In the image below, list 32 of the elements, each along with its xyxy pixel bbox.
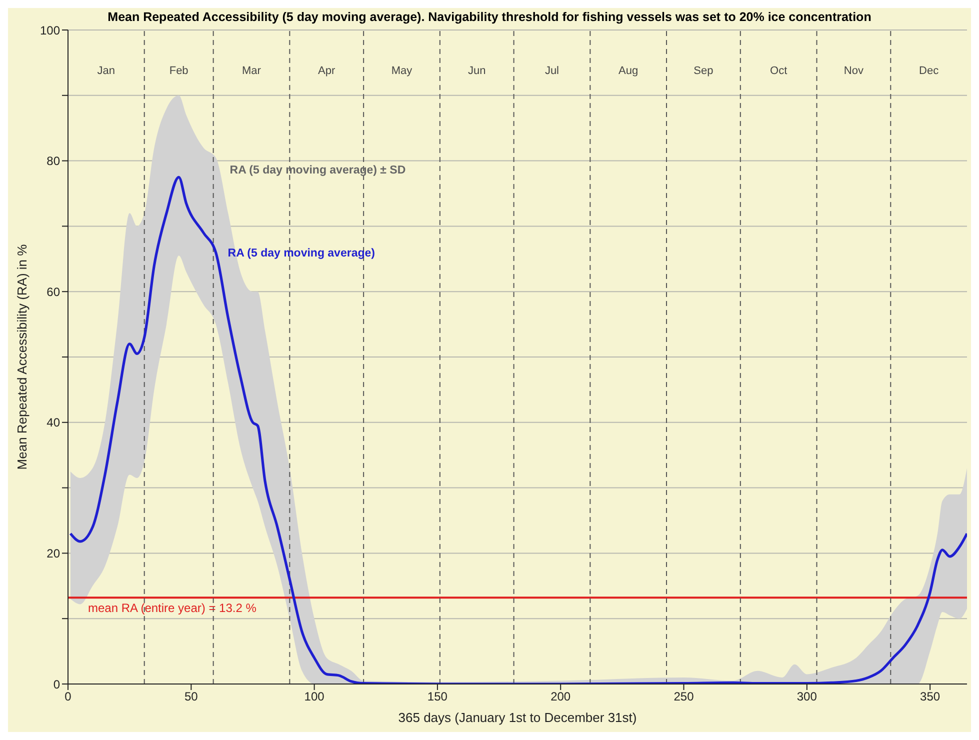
x-tick-label: 100 — [304, 690, 325, 704]
annotation: RA (5 day moving average) ± SD — [230, 164, 406, 177]
annotation: Sep — [694, 64, 714, 77]
y-tick-label: 100 — [40, 23, 60, 38]
annotation: Apr — [318, 64, 336, 77]
annotation: Jan — [97, 64, 116, 77]
y-tick-label: 60 — [46, 284, 60, 299]
x-tick-label: 350 — [920, 690, 940, 704]
annotation: May — [391, 64, 413, 77]
annotation: Feb — [169, 64, 188, 77]
annotation: Dec — [919, 64, 940, 77]
x-tick-label: 0 — [64, 690, 72, 704]
x-tick-label: 300 — [796, 690, 818, 704]
annotation: Jul — [544, 64, 560, 77]
y-tick-label: 40 — [46, 416, 60, 430]
y-tick-label: 0 — [53, 677, 60, 692]
annotation: Oct — [770, 64, 788, 77]
y-tick-label: 20 — [46, 546, 60, 560]
x-axis-title: 365 days (January 1st to December 31st) — [398, 710, 637, 725]
annotation: Jun — [468, 64, 486, 77]
y-axis-title: Mean Repeated Accessibility (RA) in % — [14, 244, 30, 470]
x-tick-label: 50 — [184, 690, 198, 704]
x-tick-label: 200 — [550, 690, 571, 704]
y-tick-label: 80 — [46, 154, 60, 168]
x-tick-label: 250 — [674, 690, 694, 704]
annotation: Mar — [242, 64, 262, 77]
chart-title: Mean Repeated Accessibility (5 day moving average). Navigability threshold for fishing vessels was set to 20% ice concentration — [106, 10, 872, 24]
ref-line-label: mean RA (entire year) = 13.2 % — [88, 601, 257, 616]
x-tick-label: 150 — [427, 690, 448, 704]
annotation: Nov — [844, 64, 864, 77]
series-label: RA (5 day moving average) — [228, 247, 376, 260]
annotation: Aug — [618, 64, 638, 77]
